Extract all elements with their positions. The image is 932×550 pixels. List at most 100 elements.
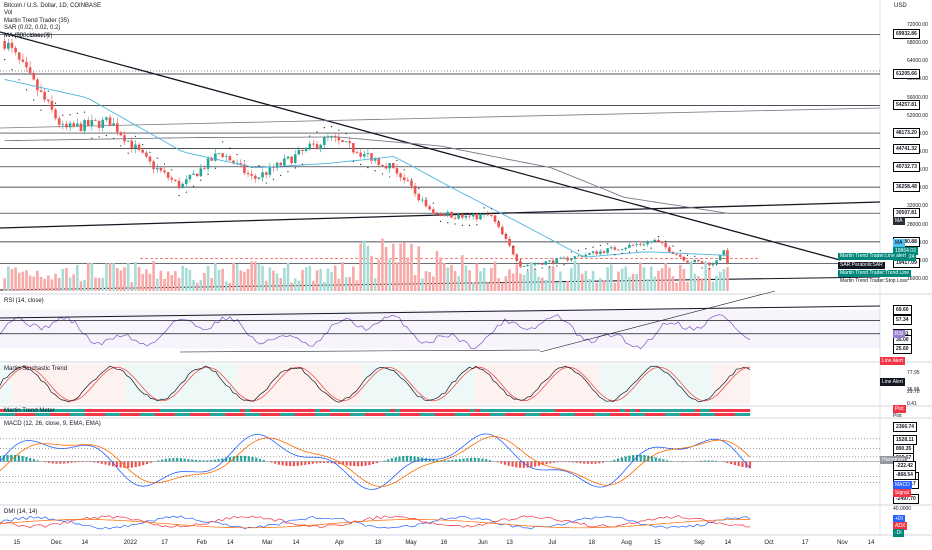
candle-body: [599, 251, 602, 255]
dmi-title[interactable]: DMI (14, 14): [4, 509, 38, 515]
sar-dot: [214, 167, 216, 169]
volume-bar: [660, 268, 664, 291]
macd-hist-bar: [699, 460, 703, 462]
trendmeter-cell: [585, 409, 591, 412]
macd-hist-bar: [10, 454, 13, 462]
legend-ma200[interactable]: MA (200, close, 0): [4, 33, 53, 40]
rsi-tick-label: 69.60: [893, 304, 912, 315]
trendmeter-cell: [460, 409, 466, 412]
trendmeter-cell: [590, 409, 596, 412]
trendmeter-cell: [340, 413, 346, 416]
trendmeter-cell: [305, 409, 311, 412]
volume-bar: [170, 275, 174, 291]
candle-body: [141, 149, 145, 153]
macd-hist-bar: [93, 461, 96, 463]
candle-body: [283, 158, 286, 166]
legend-martin-trend[interactable]: Martin Trend Trader (35): [4, 17, 70, 24]
volume-bar: [105, 263, 108, 291]
candle-body: [548, 260, 551, 262]
volume-bar: [413, 275, 417, 291]
candle-body: [246, 173, 250, 175]
trendmeter-cell: [110, 409, 116, 412]
trendmeter-cell: [10, 409, 16, 412]
sar-dot: [178, 194, 180, 197]
macd-hist-bar: [202, 460, 205, 462]
candle-body: [664, 243, 668, 248]
candle-body: [337, 137, 341, 141]
volume-bar: [174, 271, 177, 291]
stoch-shade: [275, 364, 288, 404]
trendmeter-cell: [670, 413, 676, 416]
macd-hist-bar: [515, 461, 518, 468]
macd-hist-bar: [25, 456, 28, 462]
sar-dot: [490, 208, 492, 210]
stoch-shade: [225, 364, 238, 404]
legend-vol[interactable]: Vol: [4, 10, 13, 17]
volume-bar: [486, 282, 490, 291]
stoch-signal-line: [0, 366, 751, 402]
sar-dot: [374, 170, 376, 172]
trendmeter-cell: [280, 413, 286, 416]
volume-bar: [468, 270, 471, 291]
price-level-tag: 44741.32: [893, 143, 920, 154]
trendmeter-cell: [265, 413, 271, 416]
candle-body: [21, 59, 25, 62]
trendmeter-cell: [100, 409, 106, 412]
time-axis-label: 14: [292, 540, 300, 546]
volume-bar: [264, 280, 268, 291]
stoch-shade: [437, 364, 450, 404]
candle-body: [504, 234, 508, 239]
stoch-shade: [625, 364, 638, 404]
trendmeter-title[interactable]: Martin Trend Meter: [4, 408, 55, 414]
stoch-shade: [312, 364, 325, 404]
volume-bar: [337, 278, 341, 291]
volume-bar: [304, 267, 308, 291]
trendmeter-cell: [745, 413, 751, 416]
legend-ma50[interactable]: MA (50, close, 0): [4, 32, 50, 39]
stoch-title[interactable]: Martin Stochastic Trend: [4, 366, 68, 372]
candle-body: [584, 254, 588, 257]
macd-hist-bar: [345, 461, 348, 466]
stoch-shade: [50, 364, 63, 404]
trendmeter-cell: [360, 409, 366, 412]
volume-bar: [566, 281, 569, 291]
volume-bar: [206, 265, 210, 291]
candle-body: [675, 253, 678, 255]
stoch-shade: [12, 364, 25, 404]
macd-hist-bar: [579, 461, 582, 464]
trendmeter-cell: [115, 409, 121, 412]
trendmeter-cell: [90, 413, 96, 416]
volume-bar: [519, 273, 522, 291]
trendmeter-cell: [510, 409, 516, 412]
candle-body: [722, 250, 726, 256]
candle-body: [508, 238, 511, 246]
trendmeter-cell: [665, 409, 671, 412]
macd-hist-bar: [142, 461, 145, 466]
candle-body: [159, 167, 163, 171]
trendmeter-cell: [335, 409, 341, 412]
macd-hist-bar: [330, 461, 333, 464]
volume-bar: [14, 267, 17, 291]
trendmeter-cell: [480, 409, 486, 412]
trendmeter-cell: [310, 413, 316, 416]
trendmeter-cell: [560, 409, 566, 412]
rsi-title[interactable]: RSI (14, close): [4, 298, 44, 304]
candle-body: [152, 161, 155, 170]
macd-title[interactable]: MACD (12, 26, close, 9, EMA, EMA): [4, 421, 101, 427]
volume-bar: [461, 255, 464, 291]
trendmeter-cell: [170, 413, 176, 416]
stoch-shade: [25, 364, 38, 404]
candle-body: [90, 120, 94, 126]
legend-sar[interactable]: SAR (0.02, 0.02, 0.2): [4, 25, 61, 32]
candle-body: [36, 79, 39, 91]
trendmeter-cell: [425, 409, 431, 412]
volume-bar: [76, 264, 79, 291]
trendmeter-cell: [710, 409, 716, 412]
macd-hist-bar: [138, 461, 141, 467]
volume-bar: [450, 265, 453, 291]
trendmeter-cell: [95, 409, 101, 412]
volume-bar: [580, 273, 584, 291]
macd-hist-bar: [714, 460, 718, 462]
candle-body: [7, 42, 10, 49]
